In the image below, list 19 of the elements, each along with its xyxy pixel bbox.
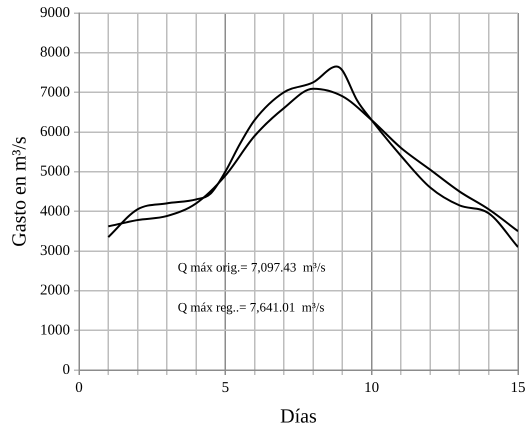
y-tick-label: 2000: [40, 282, 70, 299]
y-tick-label: 0: [62, 362, 70, 378]
annotation: Q máx reg..= 7,641.01 m³/s: [178, 299, 324, 314]
y-tick-label: 1000: [40, 322, 70, 338]
y-tick-label: 5000: [40, 164, 70, 180]
y-tick-label: 8000: [40, 44, 70, 61]
x-tick-label: 15: [510, 380, 526, 396]
y-tick-label: 6000: [40, 124, 70, 140]
y-axis-title: Gasto en m³/s: [8, 136, 30, 247]
y-tick-label: 7000: [40, 84, 70, 100]
x-tick-label: 0: [75, 380, 83, 396]
x-axis-title: Días: [280, 405, 318, 428]
x-tick-label: 10: [364, 380, 380, 396]
y-tick-label: 9000: [40, 4, 70, 21]
y-tick-label: 4000: [40, 203, 70, 220]
y-tick-label: 3000: [40, 242, 70, 259]
annotation: Q máx orig.= 7,097.43 m³/s: [178, 259, 326, 274]
line-series: [107, 66, 518, 248]
x-tick-label: 5: [222, 380, 230, 396]
